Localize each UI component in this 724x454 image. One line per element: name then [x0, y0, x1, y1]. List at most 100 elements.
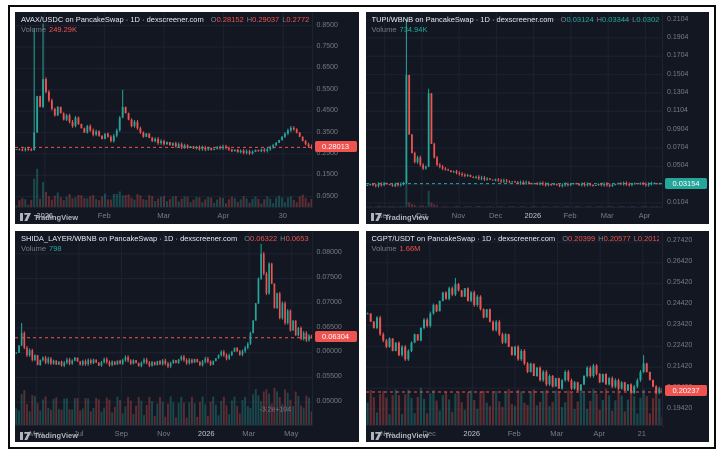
time-tick: Mar — [157, 210, 171, 220]
volume-value: 798 — [49, 243, 62, 253]
ohlc-key-high: H — [246, 15, 253, 24]
chart-panel-tupi-wbnb: TUPI/WBNB on PancakeSwap · 1D · dexscree… — [365, 12, 709, 224]
volume-label: Volume — [371, 243, 397, 253]
time-tick: Oct — [415, 210, 428, 220]
tradingview-logo-icon — [370, 431, 382, 440]
symbol-title[interactable]: TUPI/WBNB on PancakeSwap · 1D · dexscree… — [371, 15, 554, 24]
ohlc-key-open: O — [210, 15, 217, 24]
time-tick: Apr — [593, 429, 606, 438]
chart-legend: CGPT/USDT on PancakeSwap · 1D · dexscree… — [372, 234, 660, 244]
volume-legend: Volume 798 — [21, 244, 62, 254]
volume-value: 734.94K — [399, 25, 428, 34]
tradingview-logo[interactable]: TradingView — [370, 431, 429, 440]
price-tick: 0.08000 — [316, 249, 342, 257]
ohlc-key-open: O — [562, 233, 569, 243]
ohlc-key-low: L — [633, 233, 638, 243]
time-axis[interactable]: May Jul Sep Nov 2026 Mar May — [15, 425, 313, 442]
time-tick: Jul — [73, 429, 84, 438]
price-axis[interactable]: 0.27420 0.26420 0.25420 0.24420 0.23420 0.224… — [662, 230, 709, 426]
time-axis[interactable]: Nov Dec 2026 Feb Mar Apr 21 — [365, 425, 663, 442]
tradingview-logo[interactable]: TradingView — [20, 213, 78, 222]
symbol-title[interactable]: AVAX/USDC on PancakeSwap · 1D · dexscree… — [21, 15, 204, 24]
volume-label: Volume — [21, 243, 47, 253]
ohlc-low-value: 0.03022 — [636, 15, 659, 24]
chart-legend: AVAX/USDC on PancakeSwap · 1D · dexscree… — [21, 15, 309, 25]
chart-plot-area[interactable]: -3.2e+104 — [15, 230, 313, 427]
ohlc-high-value: 0.06533 — [285, 233, 309, 243]
price-tick: 0.2104 — [667, 15, 689, 23]
tradingview-logo-text: TradingView — [384, 212, 429, 222]
price-tick: 0.06500 — [316, 323, 342, 331]
volume-legend: Volume 1.66M — [372, 244, 421, 254]
time-tick: Feb — [507, 429, 521, 438]
chart-panel-cgpt-usdt: CGPT/USDT on PancakeSwap · 1D · dexscree… — [365, 230, 709, 442]
time-tick: Apr — [217, 210, 230, 220]
price-tick: 0.07500 — [316, 274, 342, 282]
price-tick: 0.1304 — [667, 88, 689, 96]
price-tick: 0.1104 — [667, 107, 688, 115]
price-tick: 0.27420 — [667, 237, 693, 245]
tradingview-logo-text: TradingView — [34, 212, 79, 222]
price-tick: 0.1500 — [316, 171, 338, 179]
price-axis[interactable]: 0.08000 0.07500 0.07000 0.06500 0.06000 0.055… — [311, 230, 359, 426]
chart-legend: SHIDA_LAYER/WBNB on PancakeSwap · 1D · d… — [21, 234, 309, 244]
time-axis[interactable]: 2026 Feb Mar Apr 30 — [15, 206, 313, 224]
volume-label: Volume — [371, 25, 397, 34]
price-tick: 0.3500 — [316, 128, 338, 136]
price-tick: 0.0704 — [667, 143, 689, 151]
price-tick: 0.1504 — [667, 70, 689, 78]
ohlc-high-value: 0.20577 — [603, 233, 631, 243]
price-tick: 0.24420 — [667, 300, 693, 308]
time-tick: Sep — [114, 429, 128, 438]
price-tick: 0.07000 — [316, 298, 342, 306]
chart-panel-shida-layer-wbnb: SHIDA_LAYER/WBNB on PancakeSwap · 1D · d… — [15, 230, 359, 442]
price-tick: 0.2500 — [316, 149, 338, 157]
time-tick: 2026 — [36, 210, 54, 220]
price-tick: 0.0500 — [316, 192, 338, 200]
tradingview-logo[interactable]: TradingView — [370, 212, 429, 222]
chart-legend: TUPI/WBNB on PancakeSwap · 1D · dexscree… — [372, 15, 660, 25]
price-tick: 0.0904 — [667, 125, 689, 133]
price-tick: 0.23420 — [667, 320, 693, 328]
time-axis[interactable]: Sep Oct Nov Dec 2026 Feb Mar Apr — [365, 206, 663, 224]
volume-value: 249.29K — [49, 25, 77, 34]
time-tick: 30 — [278, 210, 287, 220]
volume-label: Volume — [21, 25, 47, 34]
price-tick: 0.22420 — [667, 341, 693, 349]
price-tick: 0.05000 — [316, 397, 342, 405]
time-tick: 21 — [637, 429, 646, 438]
tradingview-logo[interactable]: TradingView — [20, 431, 78, 440]
current-price-label: 0.20237 — [665, 385, 707, 397]
time-tick: Apr — [638, 210, 651, 220]
price-tick: 0.06000 — [316, 348, 342, 356]
ohlc-key-high: H — [596, 15, 603, 24]
price-tick: 0.25420 — [667, 279, 693, 287]
time-tick: Feb — [563, 210, 577, 220]
tradingview-logo-text: TradingView — [384, 431, 429, 440]
ohlc-key-high: H — [280, 233, 286, 243]
price-tick: 0.6500 — [316, 64, 338, 72]
chart-plot-area[interactable] — [15, 12, 313, 208]
tradingview-logo-icon — [20, 213, 31, 221]
ohlc-key-high: H — [598, 233, 604, 243]
price-tick: 0.0104 — [667, 199, 689, 206]
time-tick: Sep — [377, 210, 391, 220]
time-tick: Feb — [97, 210, 111, 220]
candlestick-canvas — [365, 230, 664, 427]
tradingview-logo-icon — [20, 431, 31, 440]
price-tick: 0.19420 — [667, 404, 693, 412]
volume-legend: Volume 734.94K — [372, 25, 428, 35]
chart-plot-area[interactable] — [365, 230, 664, 427]
price-tick: 0.4500 — [316, 107, 338, 115]
symbol-title[interactable]: CGPT/USDT on PancakeSwap · 1D · dexscree… — [371, 233, 556, 243]
candlestick-canvas — [365, 12, 664, 208]
symbol-title[interactable]: SHIDA_LAYER/WBNB on PancakeSwap · 1D · d… — [21, 233, 238, 243]
chart-plot-area[interactable] — [365, 12, 664, 208]
price-axis[interactable]: 0.2104 0.1904 0.1704 0.1504 0.1304 0.1104 0.09… — [662, 12, 709, 208]
time-tick: Mar — [242, 429, 256, 438]
ohlc-low-value: 0.20122 — [637, 233, 659, 243]
price-axis[interactable]: 0.8500 0.7500 0.6500 0.5500 0.4500 0.3500 0.25… — [311, 12, 359, 208]
candlestick-canvas — [15, 12, 313, 208]
price-tick: 0.21420 — [667, 362, 693, 370]
multichart-grid: AVAX/USDC on PancakeSwap · 1D · dexscree… — [8, 5, 716, 449]
